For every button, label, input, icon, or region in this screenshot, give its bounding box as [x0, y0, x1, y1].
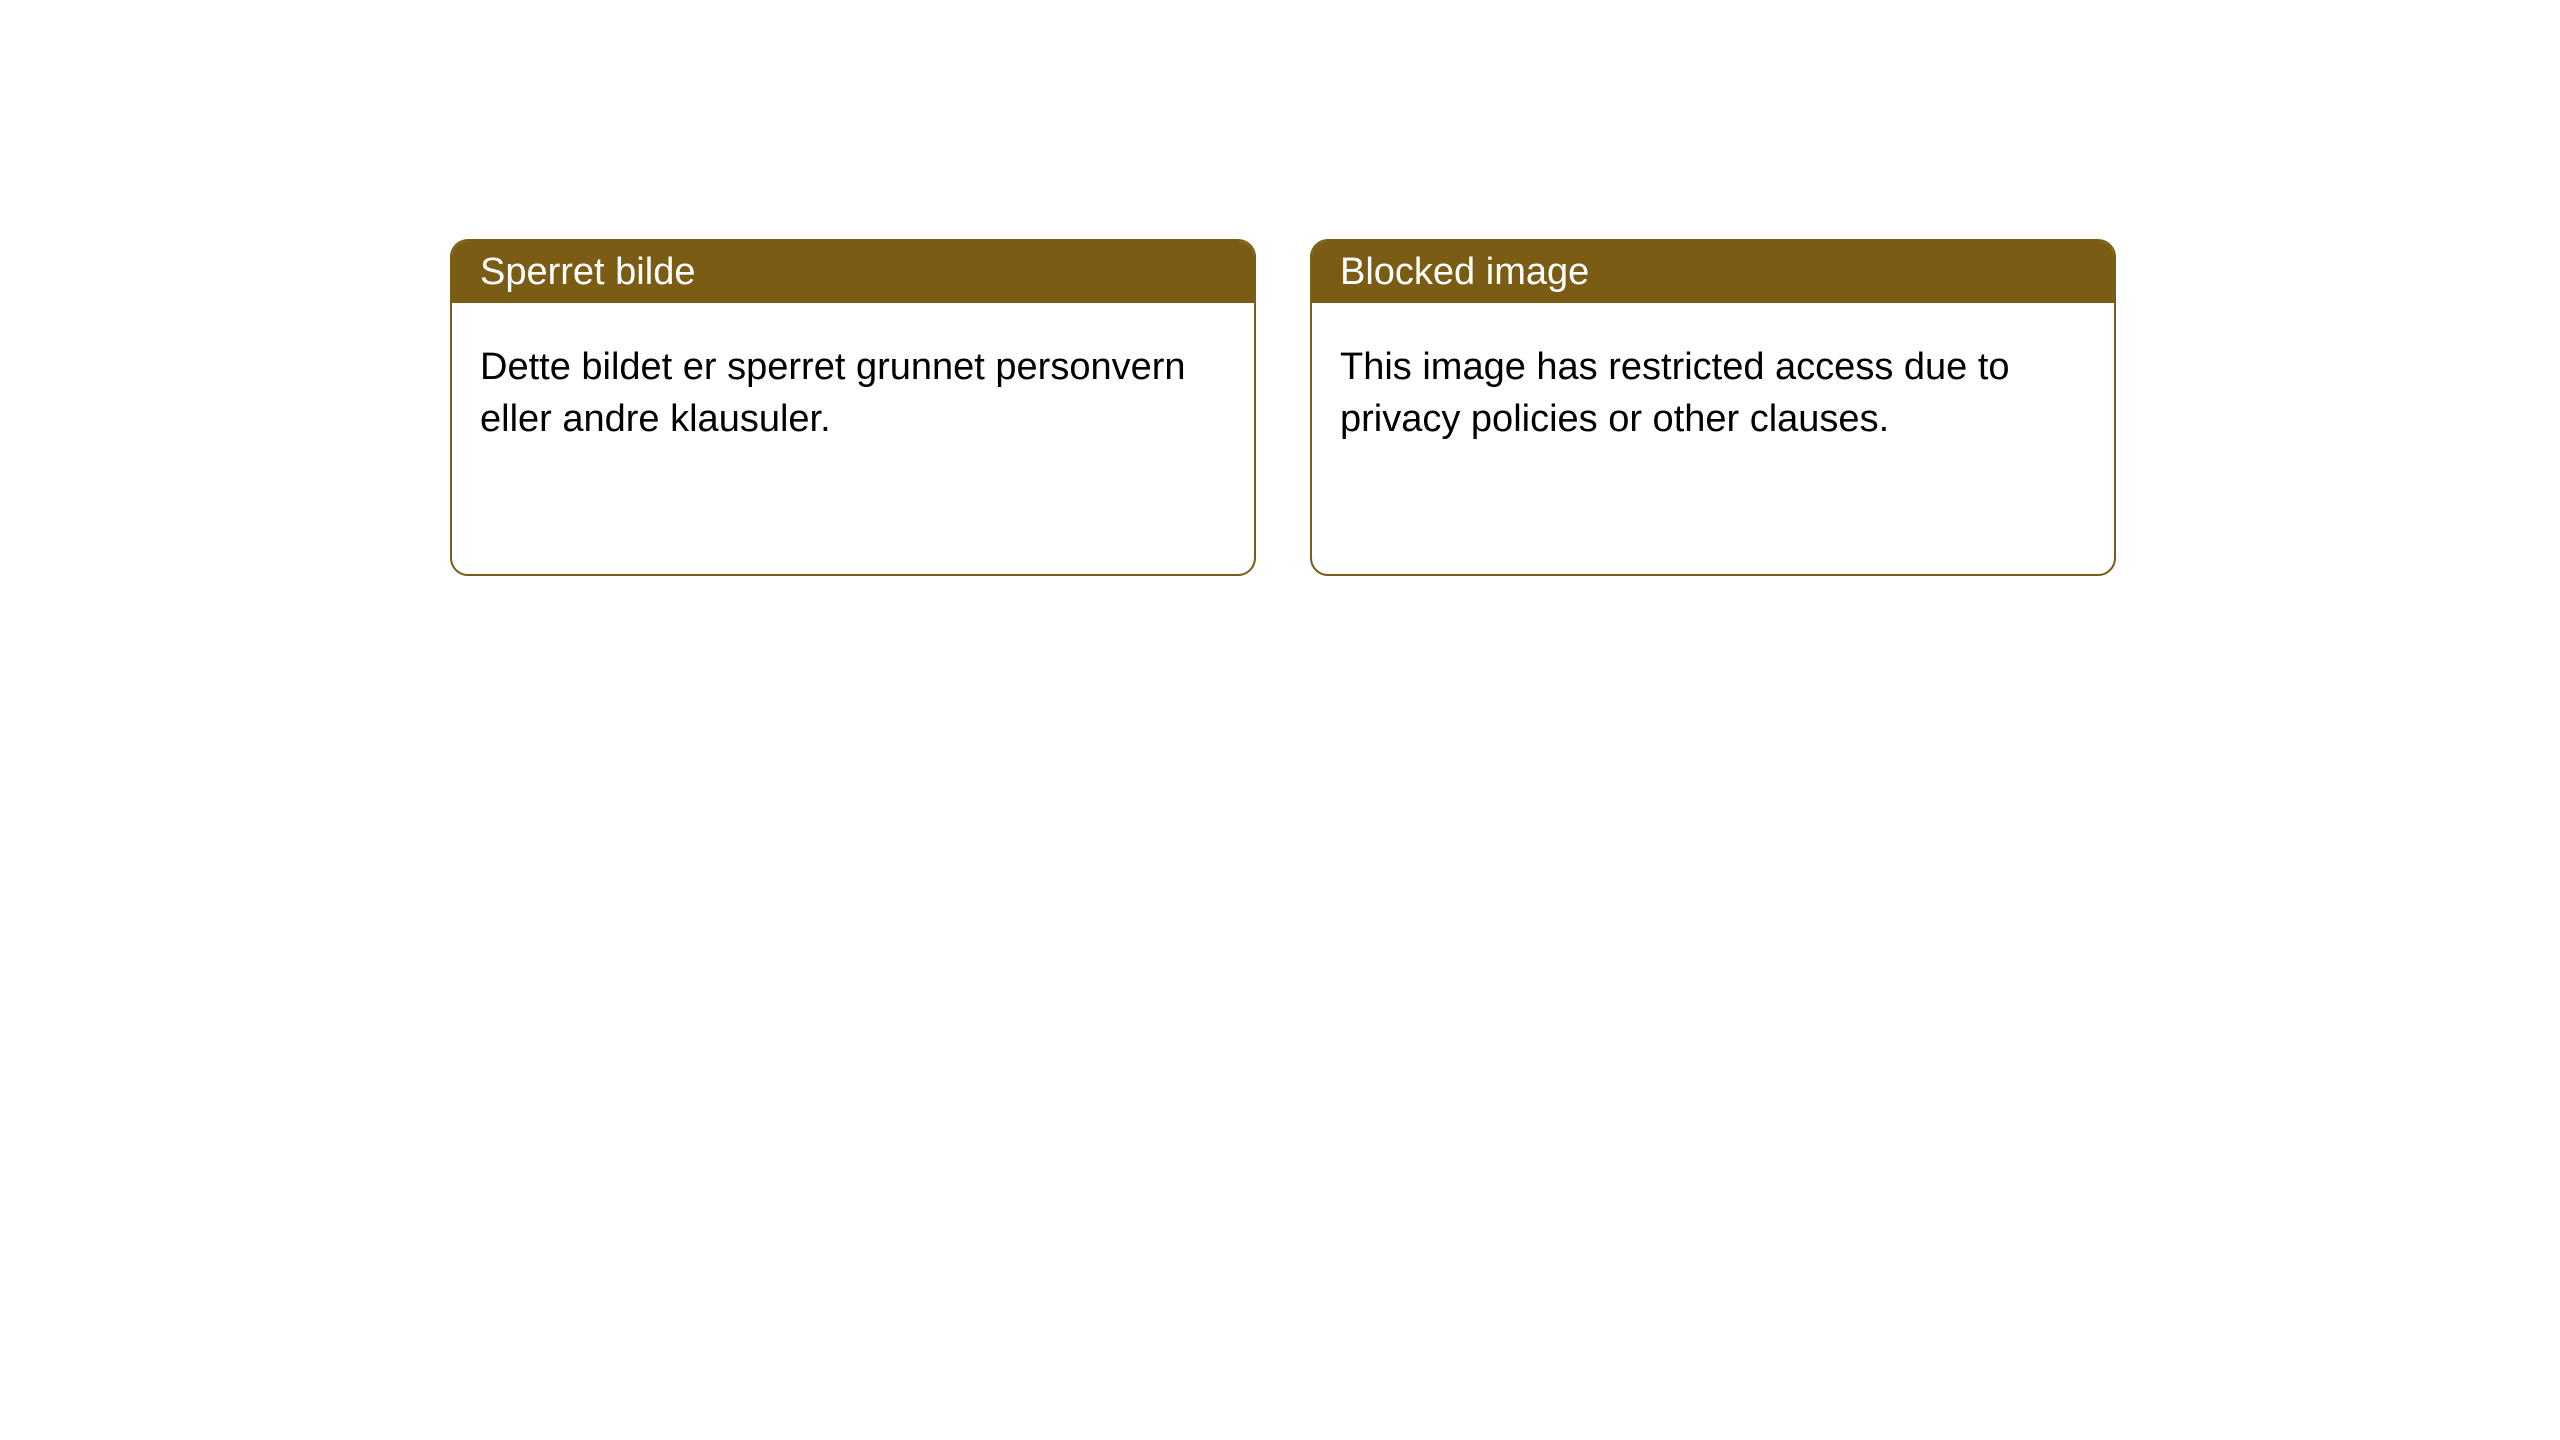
notice-card-title: Blocked image	[1340, 251, 1589, 294]
notice-card-no: Sperret bilde Dette bildet er sperret gr…	[450, 239, 1256, 576]
notice-cards-container: Sperret bilde Dette bildet er sperret gr…	[0, 0, 2560, 576]
notice-card-body: Dette bildet er sperret grunnet personve…	[452, 303, 1254, 484]
notice-card-header: Blocked image	[1312, 241, 2114, 303]
notice-card-body: This image has restricted access due to …	[1312, 303, 2114, 484]
notice-card-text: This image has restricted access due to …	[1340, 346, 2010, 440]
notice-card-text: Dette bildet er sperret grunnet personve…	[480, 346, 1186, 440]
notice-card-en: Blocked image This image has restricted …	[1310, 239, 2116, 576]
notice-card-header: Sperret bilde	[452, 241, 1254, 303]
notice-card-title: Sperret bilde	[480, 251, 695, 294]
